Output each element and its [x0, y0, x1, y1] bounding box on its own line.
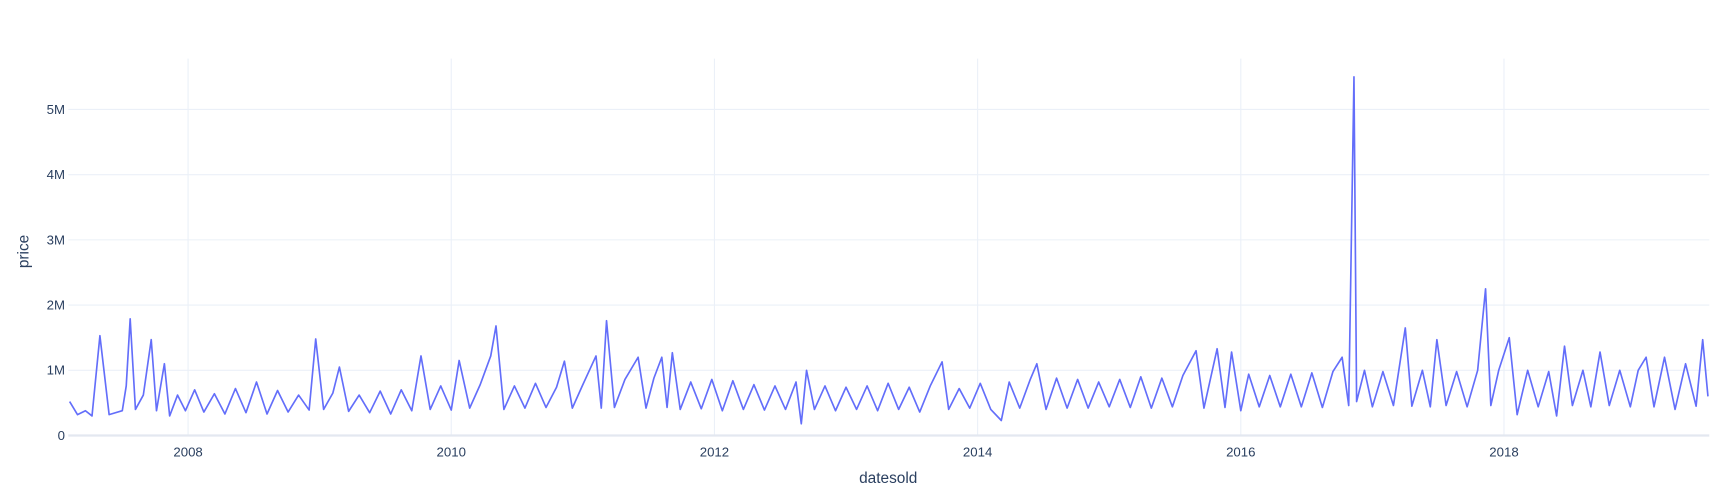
x-tick-label: 2012	[700, 444, 729, 459]
x-tick-label: 2018	[1489, 444, 1518, 459]
x-tick-label: 2014	[963, 444, 992, 459]
y-tick-label: 0	[58, 428, 65, 443]
y-tick-label: 1M	[47, 363, 65, 378]
grid	[68, 58, 1710, 437]
y-axis-title: price	[16, 235, 33, 268]
y-tick-label: 3M	[47, 232, 65, 247]
y-tick-label: 5M	[47, 102, 65, 117]
y-tick-label: 2M	[47, 297, 65, 312]
price-line	[68, 76, 1709, 425]
y-tick-label: 4M	[47, 167, 65, 182]
x-axis-title: datesold	[859, 470, 917, 487]
x-tick-label: 2008	[173, 444, 202, 459]
x-tick-label: 2016	[1226, 444, 1255, 459]
x-tick-label: 2010	[437, 444, 466, 459]
